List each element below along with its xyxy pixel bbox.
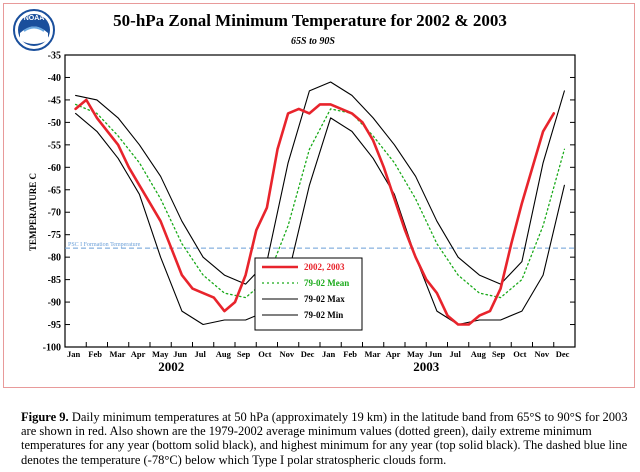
series-layer <box>74 81 566 326</box>
x-tick-label: Mar <box>110 349 126 359</box>
noaa-logo-icon: NOAA <box>13 9 55 51</box>
y-tick-label: -95 <box>48 320 61 331</box>
y-tick-label: -100 <box>43 343 61 354</box>
y-tick-label: -45 <box>48 95 61 106</box>
y-tick-label: -40 <box>48 73 61 84</box>
x-tick-label: May <box>152 349 169 359</box>
x-tick-label: Mar <box>365 349 381 359</box>
x-tick-label: Dec <box>556 349 570 359</box>
threshold-label: PSC I Formation Temperature <box>68 242 141 248</box>
x-tick-label: Jul <box>195 349 207 359</box>
y-tick-label: -75 <box>48 230 61 241</box>
chart-title: 50-hPa Zonal Minimum Temperature for 200… <box>113 11 507 30</box>
x-tick-label: Apr <box>386 349 401 359</box>
legend-label: 79-02 Max <box>304 294 345 304</box>
y-tick-label: -55 <box>48 140 61 151</box>
y-tick-label: -85 <box>48 275 61 286</box>
series-line-2 <box>75 81 565 285</box>
x-tick-label: Feb <box>343 349 357 359</box>
x-tick-label: Aug <box>471 349 487 359</box>
series-line-0 <box>74 98 556 326</box>
x-tick-label: Jul <box>450 349 462 359</box>
caption-text: Daily minimum temperatures at 50 hPa (ap… <box>21 410 628 467</box>
x-tick-label: Oct <box>258 349 271 359</box>
x-tick-label: Sep <box>237 349 251 359</box>
chart-subtitle: 65S to 90S <box>291 36 335 47</box>
y-tick-label: -70 <box>48 208 61 219</box>
legend: 2002, 2003 79-02 Mean 79-02 Max 79-02 Min <box>254 257 363 331</box>
x-axis-ticks: Jan Feb Mar Apr May Jun Jul Aug Sep Oct Nov Dec Jan F… <box>64 342 570 374</box>
x-tick-label: Sep <box>492 349 506 359</box>
y-tick-label: -60 <box>48 163 61 174</box>
logo-text: NOAA <box>24 15 45 22</box>
x-tick-label: Nov <box>535 349 550 359</box>
legend-label: 79-02 Mean <box>304 278 349 288</box>
y-tick-label: -50 <box>48 118 61 129</box>
x-tick-label: Apr <box>131 349 146 359</box>
x-tick-label: Dec <box>301 349 315 359</box>
temperature-chart: NOAA 50-hPa Zonal Minimum Temperature fo… <box>13 9 576 374</box>
x-tick-label: Jan <box>67 349 81 359</box>
figure-caption: Figure 9. Daily minimum temperatures at … <box>21 410 633 467</box>
caption-label: Figure 9. <box>21 410 69 424</box>
y-axis-ticks: -35 -40 -45 -50 -55 -60 -65 -70 -75 -80 -85 -90 -95 -… <box>43 51 575 354</box>
series-line-3 <box>75 112 565 326</box>
x-tick-label: Jan <box>322 349 336 359</box>
legend-label: 79-02 Min <box>304 310 343 320</box>
x-tick-label: Oct <box>513 349 526 359</box>
x-tick-label: Nov <box>280 349 295 359</box>
x-tick-label: Feb <box>88 349 102 359</box>
year-label: 2003 <box>413 359 440 374</box>
year-label: 2002 <box>158 359 184 374</box>
x-tick-label: Aug <box>216 349 232 359</box>
figure-frame <box>3 3 635 388</box>
legend-box <box>254 257 363 331</box>
x-tick-label: May <box>407 349 424 359</box>
x-tick-label: Jun <box>173 349 187 359</box>
series-line-1 <box>74 103 566 299</box>
y-tick-label: -35 <box>48 51 61 62</box>
psc-threshold: PSC I Formation Temperature <box>65 242 575 249</box>
legend-label: 2002, 2003 <box>304 262 345 272</box>
y-tick-label: -90 <box>48 298 61 309</box>
x-tick-label: Jun <box>428 349 442 359</box>
y-tick-label: -65 <box>48 185 61 196</box>
y-tick-label: -80 <box>48 253 61 264</box>
y-axis-label: TEMPERATURE C <box>28 173 38 251</box>
